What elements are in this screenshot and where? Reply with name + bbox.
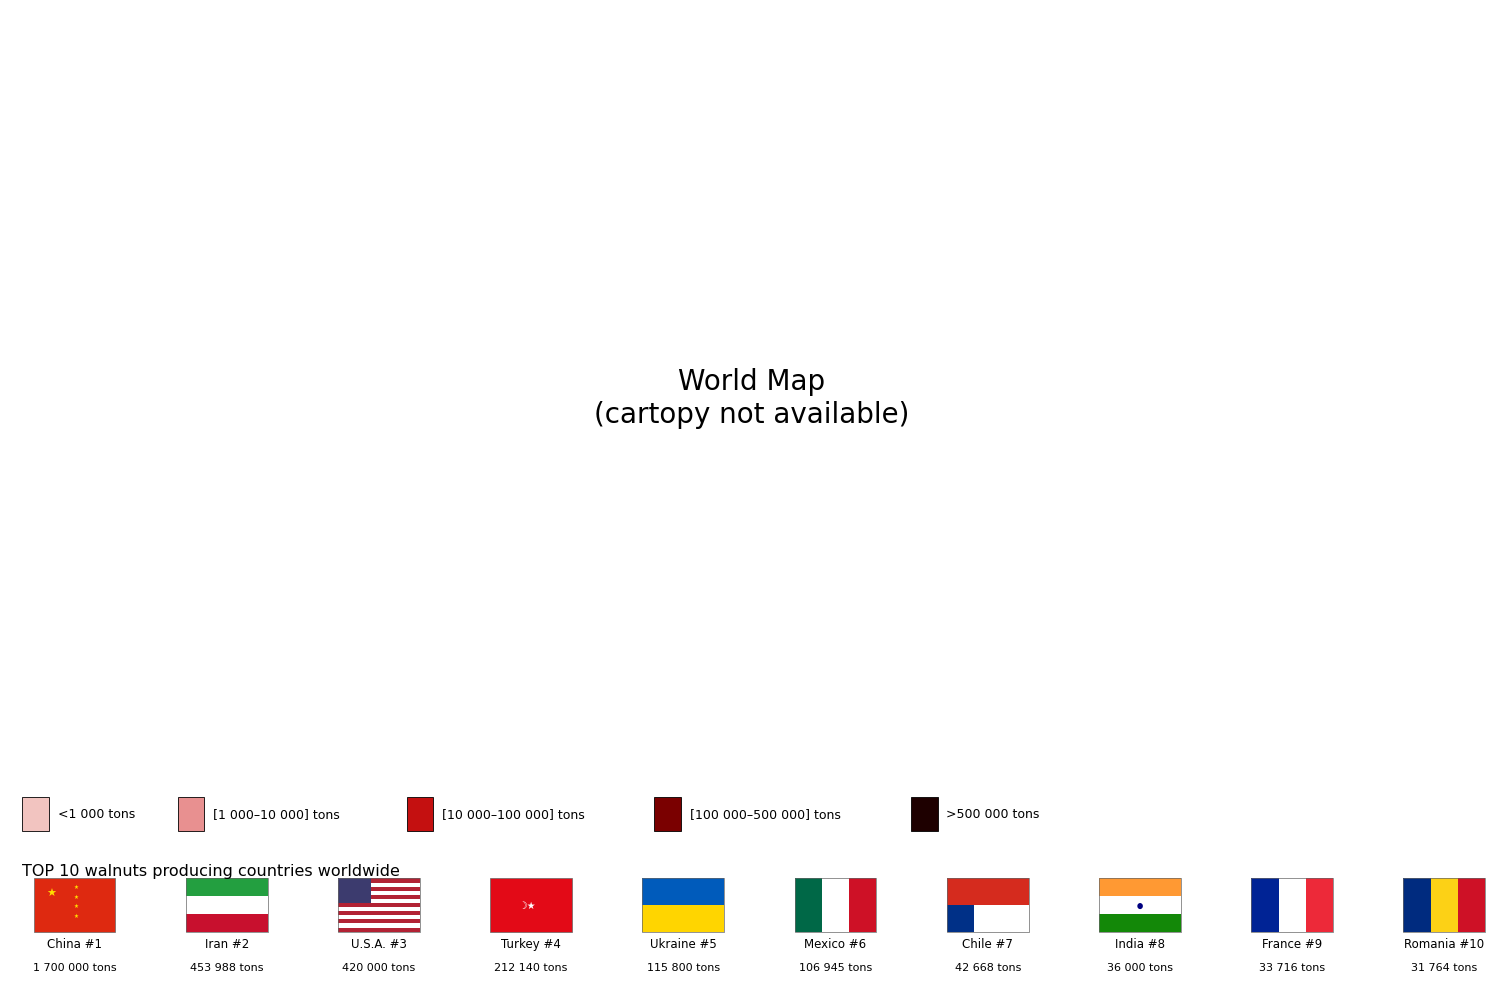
Bar: [911, 797, 937, 831]
Bar: [1403, 879, 1486, 932]
Bar: [338, 879, 420, 932]
Text: ★: ★: [74, 884, 78, 889]
Bar: [338, 890, 420, 895]
Bar: [338, 920, 420, 924]
Bar: [1278, 879, 1305, 932]
Text: 36 000 tons: 36 000 tons: [1107, 962, 1173, 972]
Bar: [1099, 896, 1181, 914]
Bar: [338, 924, 420, 928]
Text: 453 988 tons: 453 988 tons: [190, 962, 263, 972]
Bar: [1251, 879, 1278, 932]
Bar: [1099, 879, 1181, 896]
Bar: [338, 886, 420, 890]
Text: 420 000 tons: 420 000 tons: [343, 962, 415, 972]
Bar: [338, 899, 420, 903]
Bar: [850, 879, 877, 932]
Text: 212 140 tons: 212 140 tons: [495, 962, 569, 972]
Text: ★: ★: [74, 893, 78, 898]
Bar: [186, 896, 268, 914]
Bar: [642, 879, 725, 932]
Bar: [1099, 914, 1181, 932]
Bar: [338, 928, 420, 932]
Text: Turkey #4: Turkey #4: [501, 938, 561, 951]
Bar: [338, 911, 420, 915]
Text: >500 000 tons: >500 000 tons: [946, 808, 1039, 820]
Bar: [406, 797, 433, 831]
Text: 33 716 tons: 33 716 tons: [1259, 962, 1325, 972]
Text: China #1: China #1: [47, 938, 102, 951]
Bar: [338, 879, 420, 882]
Bar: [794, 879, 821, 932]
Text: ★: ★: [47, 888, 57, 898]
Bar: [1251, 879, 1333, 932]
Text: Mexico #6: Mexico #6: [805, 938, 866, 951]
Bar: [642, 879, 725, 905]
Text: 115 800 tons: 115 800 tons: [647, 962, 720, 972]
Bar: [338, 882, 420, 886]
Bar: [186, 879, 268, 896]
Bar: [338, 907, 420, 911]
Text: India #8: India #8: [1114, 938, 1166, 951]
Text: TOP 10 walnuts producing countries worldwide: TOP 10 walnuts producing countries world…: [23, 864, 400, 879]
Text: [10 000–100 000] tons: [10 000–100 000] tons: [442, 808, 585, 820]
Text: World Map
(cartopy not available): World Map (cartopy not available): [594, 368, 910, 428]
Bar: [1099, 879, 1181, 932]
Text: Iran #2: Iran #2: [205, 938, 248, 951]
Text: <1 000 tons: <1 000 tons: [59, 808, 135, 820]
Bar: [177, 797, 205, 831]
Text: U.S.A. #3: U.S.A. #3: [350, 938, 408, 951]
Bar: [821, 879, 850, 932]
Bar: [338, 895, 420, 899]
Bar: [186, 879, 268, 932]
Text: 31 764 tons: 31 764 tons: [1411, 962, 1477, 972]
Text: [1 000–10 000] tons: [1 000–10 000] tons: [214, 808, 340, 820]
Bar: [1457, 879, 1486, 932]
Bar: [1403, 879, 1430, 932]
Bar: [948, 879, 1029, 905]
Text: 42 668 tons: 42 668 tons: [955, 962, 1021, 972]
Bar: [338, 915, 420, 920]
Text: 1 700 000 tons: 1 700 000 tons: [33, 962, 116, 972]
Bar: [186, 914, 268, 932]
Text: Chile #7: Chile #7: [963, 938, 1014, 951]
Bar: [654, 797, 681, 831]
Text: ★: ★: [74, 913, 78, 918]
Bar: [338, 903, 420, 907]
Text: France #9: France #9: [1262, 938, 1322, 951]
Bar: [948, 879, 1029, 932]
Bar: [338, 879, 371, 903]
Text: 106 945 tons: 106 945 tons: [799, 962, 872, 972]
Text: Romania #10: Romania #10: [1405, 938, 1484, 951]
Bar: [948, 905, 973, 932]
Bar: [794, 879, 877, 932]
Text: ★: ★: [74, 903, 78, 908]
Text: ☽★: ☽★: [519, 900, 535, 910]
Text: ⬤: ⬤: [1137, 902, 1143, 908]
Bar: [23, 797, 50, 831]
Text: Ukraine #5: Ukraine #5: [650, 938, 717, 951]
Bar: [642, 905, 725, 932]
Text: [100 000–500 000] tons: [100 000–500 000] tons: [690, 808, 841, 820]
Bar: [490, 879, 572, 932]
Bar: [1305, 879, 1333, 932]
Bar: [33, 879, 116, 932]
Bar: [1430, 879, 1457, 932]
Bar: [948, 905, 1029, 932]
